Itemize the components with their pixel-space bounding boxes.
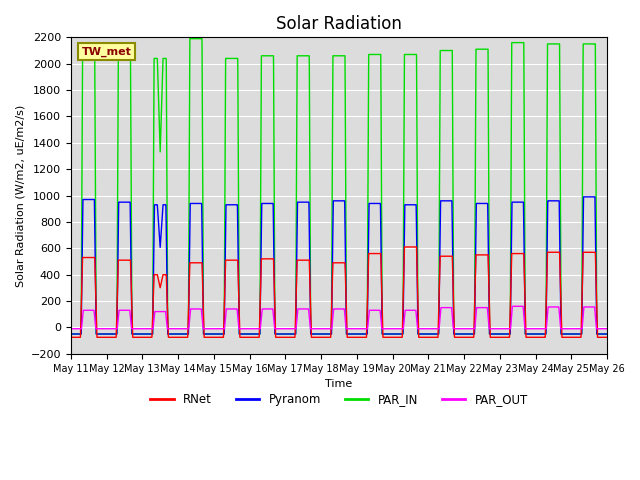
PAR_OUT — [319, 326, 326, 332]
Y-axis label: Solar Radiation (W/m2, uE/m2/s): Solar Radiation (W/m2, uE/m2/s) — [15, 105, 25, 287]
Pyranom — [67, 331, 75, 337]
PAR_IN — [490, 331, 497, 337]
Line: RNet: RNet — [71, 247, 607, 337]
Pyranom — [319, 331, 326, 337]
PAR_IN — [319, 331, 326, 337]
PAR_IN — [163, 228, 171, 234]
PAR_OUT — [163, 324, 171, 330]
PAR_IN — [604, 331, 611, 337]
PAR_IN — [67, 331, 75, 337]
Title: Solar Radiation: Solar Radiation — [276, 15, 402, 33]
PAR_OUT — [490, 326, 497, 332]
PAR_OUT — [429, 326, 437, 332]
X-axis label: Time: Time — [325, 379, 353, 389]
Line: Pyranom: Pyranom — [71, 197, 607, 334]
RNet — [401, 244, 408, 250]
PAR_IN — [460, 331, 467, 337]
PAR_IN — [429, 331, 437, 337]
Pyranom — [490, 331, 497, 337]
Legend: RNet, Pyranom, PAR_IN, PAR_OUT: RNet, Pyranom, PAR_IN, PAR_OUT — [145, 389, 532, 411]
Line: PAR_IN: PAR_IN — [71, 39, 607, 334]
RNet — [603, 335, 611, 340]
Line: PAR_OUT: PAR_OUT — [71, 306, 607, 329]
RNet — [163, 298, 171, 304]
PAR_OUT — [459, 326, 467, 332]
Pyranom — [429, 331, 437, 337]
PAR_IN — [603, 331, 611, 337]
Pyranom — [580, 194, 588, 200]
RNet — [319, 335, 326, 340]
Pyranom — [163, 292, 171, 298]
PAR_OUT — [603, 326, 611, 332]
Pyranom — [604, 331, 611, 337]
PAR_OUT — [604, 326, 611, 332]
Pyranom — [603, 331, 611, 337]
PAR_IN — [186, 36, 194, 42]
RNet — [490, 335, 497, 340]
RNet — [429, 335, 437, 340]
RNet — [460, 335, 467, 340]
Pyranom — [459, 331, 467, 337]
PAR_OUT — [509, 303, 516, 309]
RNet — [604, 335, 611, 340]
RNet — [67, 335, 75, 340]
PAR_OUT — [67, 326, 75, 332]
Text: TW_met: TW_met — [81, 47, 131, 57]
